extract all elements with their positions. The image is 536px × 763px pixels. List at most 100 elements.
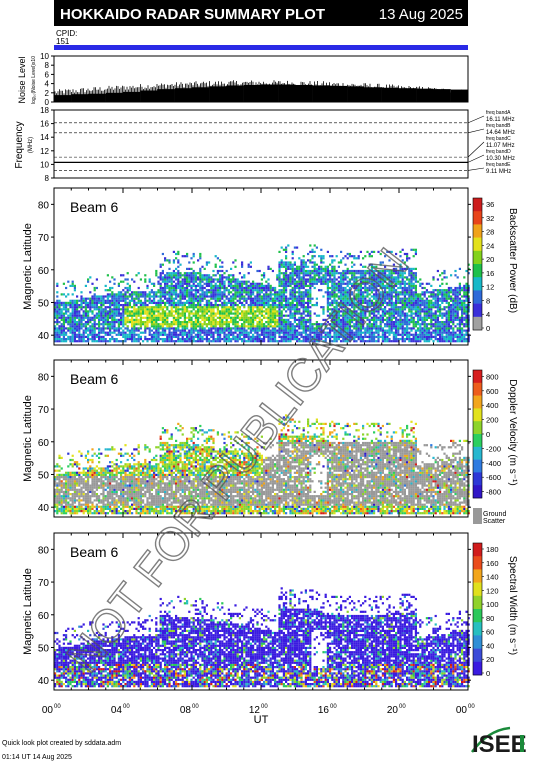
noise-bar [347,86,365,102]
velocity-ytick-label: 60 [38,438,50,449]
noise-bar [209,86,227,102]
noise-ytick-label: 4 [45,80,50,89]
ground-scatter-swatch [473,508,482,524]
width-ytick-label: 70 [38,578,50,589]
power-colorbar-segment [473,198,482,212]
x-tick-label: 20 [387,705,399,716]
noise-bar [278,84,296,102]
cpid-label: CPID: [56,29,77,38]
x-tick-label: 16 [318,705,330,716]
width-colorbar-segment [473,569,482,583]
velocity-colorbar-tick-label: 800 [486,372,499,381]
frequency-ytick-label: 14 [40,133,49,142]
velocity-colorbar-segment [473,434,482,448]
width-colorbar-segment [473,635,482,649]
frequency-ytick-label: 10 [40,160,49,169]
x-tick-labels: 00 00 04 00 08 00 12 00 16 00 20 00 00 00 [42,704,475,716]
noise-bar [140,90,158,102]
x-tick-superscript: 00 [192,704,199,710]
power-colorbar-tick-label: 20 [486,255,494,264]
power-panel: 40 50 60 70 80 Magnetic Latitude Beam 6 0 4 8 12 16… [22,187,518,346]
width-colorbar-tick-label: 160 [486,559,499,568]
noise-ytick-label: 6 [45,70,50,79]
power-ylabel: Magnetic Latitude [22,223,34,310]
power-echo-cells [54,244,470,343]
cpid-value: 151 [56,37,70,46]
velocity-ytick-label: 70 [38,405,50,416]
x-tick-superscript: 00 [399,704,406,710]
frequency-band-name: freq bandA [486,110,511,116]
power-colorbar-tick-label: 12 [486,283,494,292]
width-colorbar-label: Spectral Width (m s⁻¹) [507,556,518,655]
power-colorbar-segment [473,264,482,278]
x-tick-superscript: 00 [123,704,130,710]
width-panel: 40 50 60 70 80 Magnetic Latitude Beam 6 0 20 40 60… [22,532,518,691]
frequency-frame [53,109,469,179]
velocity-colorbar-segment [473,485,482,499]
velocity-colorbar-tick-label: -200 [486,444,501,453]
frequency-band-name: freq bandE [486,162,511,168]
power-colorbar-tick-label: 0 [486,324,490,333]
power-colorbar-segment [473,290,482,304]
noise-bar [312,85,330,102]
power-colorbar-segment [473,237,482,252]
velocity-colorbar-segment [473,446,482,460]
power-colorbar-tick-label: 28 [486,228,494,237]
width-ytick-label: 40 [38,676,50,687]
power-colorbar-label: Backscatter Power (dB) [507,208,518,313]
isee-logo-swoosh [470,726,511,753]
ground-scatter-label: Ground [483,511,506,518]
plot-title: HOKKAIDO RADAR SUMMARY PLOT [60,6,325,23]
width-ytick-label: 50 [38,643,50,654]
velocity-ylabel: Magnetic Latitude [22,395,34,482]
noise-bar [416,88,434,102]
frequency-ylabel: Frequency [14,121,25,168]
frequency-band-name: freq bandD [486,149,511,155]
noise-bar [71,94,89,102]
width-colorbar-segment [473,661,482,676]
noise-ylabel-sub: log₁₀(Noise Level)x10 [31,56,37,104]
power-colorbar-segment [473,250,482,265]
width-colorbar-tick-label: 40 [486,641,494,650]
width-colorbar-segment [473,648,482,663]
frequency-band-name: freq bandC [486,136,511,142]
isee-logo-text: ISEE [472,731,527,758]
velocity-colorbar-tick-label: -800 [486,488,501,497]
noise-bar [105,92,123,102]
noise-ytick-label: 2 [45,89,50,98]
power-ytick-label: 50 [38,298,50,309]
frequency-yticks: 8 10 12 14 16 18 [40,106,54,183]
width-beam-label: Beam 6 [70,544,118,560]
velocity-colorbar-tick-label: 200 [486,416,499,425]
velocity-colorbar-tick-label: -600 [486,473,501,482]
frequency-band-value: 16.11 MHz [486,117,515,123]
title-bar [54,0,468,26]
velocity-colorbar-segment [473,370,482,384]
width-colorbar-tick-label: 100 [486,600,499,609]
power-colorbar-tick-label: 32 [486,214,494,223]
width-colorbar-segment [473,543,482,557]
frequency-leader [467,167,485,171]
noise-texture [54,80,467,102]
width-colorbar-segment [473,595,482,610]
frequency-leader [467,128,485,134]
velocity-panel: 40 50 60 70 80 Magnetic Latitude Beam 6 800 600 4… [22,359,518,525]
isee-logo-accent [520,735,524,752]
noise-bar [381,87,399,102]
width-ylabel: Magnetic Latitude [22,568,34,655]
width-colorbar-tick-label: 20 [486,655,494,664]
noise-ylabel: Noise Level [17,56,27,103]
width-colorbar-segment [473,609,482,623]
power-ytick-label: 60 [38,266,50,277]
frequency-leader [467,154,485,163]
x-tick-label: 00 [456,705,468,716]
width-colorbar-tick-label: 180 [486,545,499,554]
x-axis-label: UT [254,714,269,726]
frequency-ytick-label: 8 [45,174,50,183]
width-ytick-label: 80 [38,545,50,556]
plot-date: 13 Aug 2025 [379,6,463,23]
velocity-colorbar-tick-label: -400 [486,459,501,468]
